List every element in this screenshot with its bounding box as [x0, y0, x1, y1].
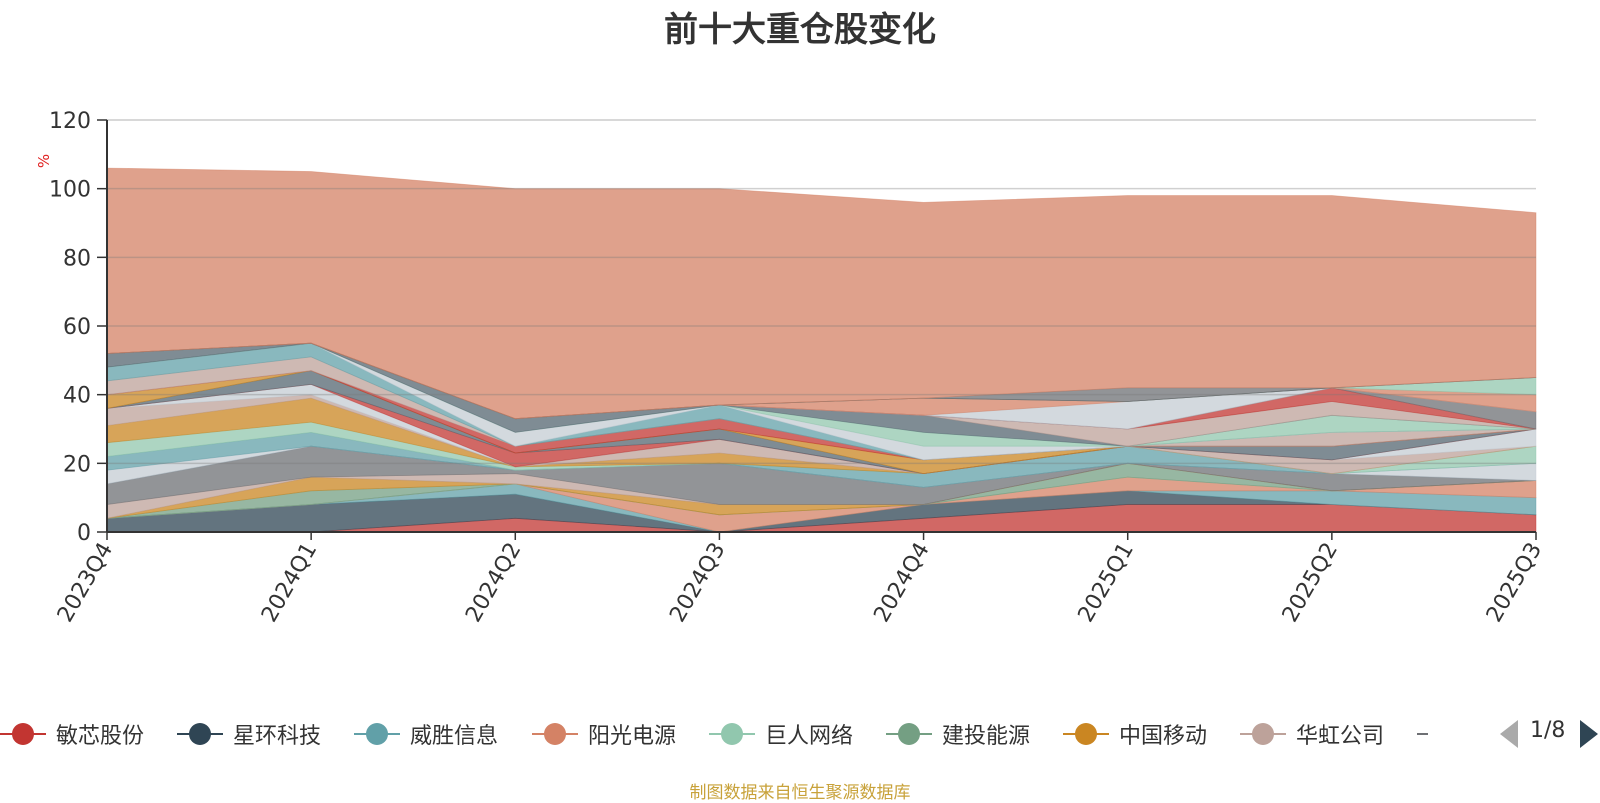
legend-item[interactable]: 巨人网络: [709, 716, 853, 752]
legend-item[interactable]: 敏芯股份: [0, 716, 144, 752]
legend-label: 星环科技: [233, 724, 322, 749]
y-tick-label: 60: [63, 315, 91, 340]
legend-swatch-icon: [0, 720, 46, 748]
legend-swatch-icon: [354, 720, 400, 748]
legend-swatch-icon: [886, 720, 932, 748]
x-tick-label: 2024Q2: [461, 539, 526, 627]
legend-item[interactable]: ?: [1417, 716, 1428, 752]
legend-swatch-icon: [1417, 720, 1428, 748]
y-tick-label: 120: [49, 109, 91, 134]
legend-next-arrow-icon[interactable]: [1580, 720, 1598, 748]
legend: 敏芯股份 星环科技 威胜信息 阳光电源 巨人网络 建投能源 中国移动 华虹公司? 1/8: [0, 716, 1600, 752]
legend-item[interactable]: 星环科技: [177, 716, 321, 752]
legend-item[interactable]: 建投能源: [886, 716, 1030, 752]
y-tick-label: 0: [77, 521, 91, 546]
legend-item[interactable]: 华虹公司: [1240, 716, 1384, 752]
legend-items: 敏芯股份 星环科技 威胜信息 阳光电源 巨人网络 建投能源 中国移动 华虹公司?: [0, 716, 1428, 752]
legend-label: 威胜信息: [410, 724, 499, 749]
legend-swatch-icon: [709, 720, 755, 748]
area-series-33: [106, 167, 1537, 420]
legend-label: 阳光电源: [588, 724, 677, 749]
stacked-area-chart: 0 20 40 60 80 100 120% 2023Q4 2024Q1 2024Q2 2024Q3…: [35, 109, 1547, 627]
y-tick-label: 100: [49, 178, 91, 203]
x-tick-label: 2024Q4: [869, 539, 934, 627]
x-tick-label: 2023Q4: [53, 539, 118, 627]
legend-page-indicator: 1/8: [1530, 718, 1566, 743]
legend-prev-arrow-icon[interactable]: [1500, 720, 1518, 748]
legend-label: 华虹公司: [1296, 724, 1385, 749]
y-axis-label: %: [35, 154, 53, 168]
x-tick-label: 2025Q3: [1482, 539, 1547, 627]
legend-label: 敏芯股份: [56, 724, 145, 749]
legend-label: 建投能源: [942, 724, 1031, 749]
x-tick-label: 2025Q1: [1074, 539, 1139, 627]
chart-title: 前十大重仓股变化: [664, 10, 936, 50]
x-tick-label: 2025Q2: [1278, 539, 1343, 627]
legend-swatch-icon: [1063, 720, 1109, 748]
legend-pager: 1/8: [1500, 716, 1600, 752]
legend-swatch-icon: [1240, 720, 1286, 748]
x-tick-label: 2024Q3: [665, 539, 730, 627]
legend-label: 巨人网络: [765, 724, 854, 749]
legend-swatch-icon: [532, 720, 578, 748]
y-tick-label: 20: [63, 452, 91, 477]
y-tick-label: 80: [63, 246, 91, 271]
y-tick-label: 40: [63, 384, 91, 409]
legend-item[interactable]: 中国移动: [1063, 716, 1207, 752]
x-tick-label: 2024Q1: [257, 539, 322, 627]
source-note: 制图数据来自恒生聚源数据库: [689, 783, 911, 803]
legend-item[interactable]: 威胜信息: [354, 716, 498, 752]
legend-item[interactable]: 阳光电源: [532, 716, 676, 752]
legend-swatch-icon: [177, 720, 223, 748]
legend-label: 中国移动: [1119, 724, 1208, 749]
